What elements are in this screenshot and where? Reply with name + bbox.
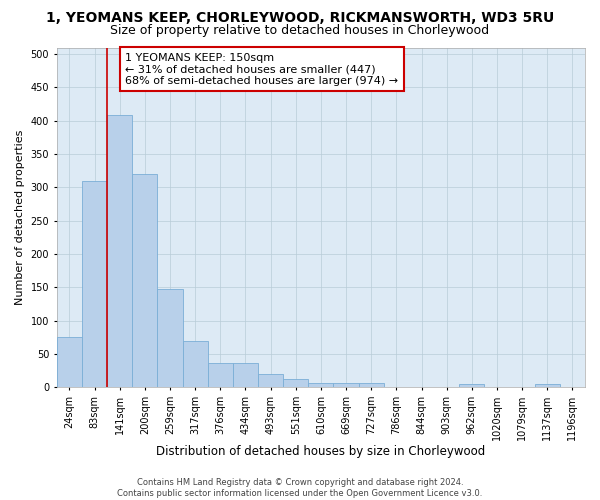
Bar [182,340,208,388]
Text: Size of property relative to detached houses in Chorleywood: Size of property relative to detached ho… [110,24,490,37]
Bar [82,181,107,388]
Bar [57,338,82,388]
Bar [132,174,157,388]
Text: 1 YEOMANS KEEP: 150sqm
← 31% of detached houses are smaller (447)
68% of semi-de: 1 YEOMANS KEEP: 150sqm ← 31% of detached… [125,52,398,86]
Bar [459,384,484,388]
Text: 1, YEOMANS KEEP, CHORLEYWOOD, RICKMANSWORTH, WD3 5RU: 1, YEOMANS KEEP, CHORLEYWOOD, RICKMANSWO… [46,11,554,25]
Bar [233,362,258,388]
X-axis label: Distribution of detached houses by size in Chorleywood: Distribution of detached houses by size … [156,444,485,458]
Bar [208,362,233,388]
Text: Contains HM Land Registry data © Crown copyright and database right 2024.
Contai: Contains HM Land Registry data © Crown c… [118,478,482,498]
Bar [157,288,182,388]
Bar [258,374,283,388]
Bar [107,116,132,388]
Bar [308,382,334,388]
Bar [283,378,308,388]
Bar [535,384,560,388]
Y-axis label: Number of detached properties: Number of detached properties [15,130,25,305]
Bar [359,384,384,388]
Bar [334,382,359,388]
